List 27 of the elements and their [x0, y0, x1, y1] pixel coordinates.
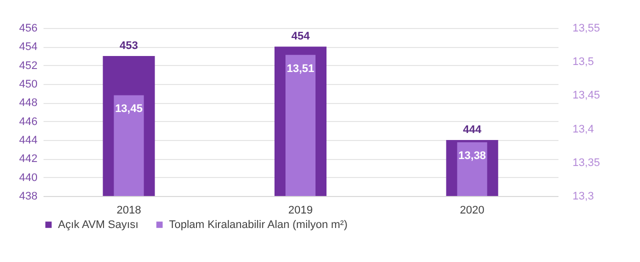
y-tick-label: 446	[19, 116, 38, 128]
x-tick-label: 2019	[288, 204, 313, 216]
data-label: 454	[291, 30, 311, 43]
y2-tick-label: 13,45	[572, 90, 600, 102]
y-tick-label: 452	[19, 60, 38, 72]
y2-tick-label: 13,3	[572, 190, 594, 202]
x-tick-label: 2018	[116, 204, 142, 216]
y-tick-label: 438	[19, 190, 38, 202]
y-tick-label: 444	[19, 134, 38, 146]
y2-tick-label: 13,5	[572, 56, 594, 68]
y2-tick-label: 13,4	[572, 123, 594, 136]
data-label: 13,51	[286, 62, 314, 75]
data-label: 13,45	[115, 103, 143, 116]
y-tick-label: 440	[19, 172, 38, 184]
data-label: 13,38	[458, 150, 486, 162]
y-tick-label: 442	[19, 153, 38, 166]
data-label: 453	[120, 40, 138, 52]
y-tick-label: 456	[19, 22, 38, 34]
x-tick-label: 2020	[460, 204, 484, 216]
y-tick-label: 454	[19, 41, 38, 54]
y-tick-label: 450	[19, 78, 38, 90]
legend-label: Açık AVM Sayısı	[58, 218, 138, 231]
data-label: 444	[462, 124, 482, 136]
y2-tick-label: 13,55	[572, 22, 600, 34]
legend-label: Toplam Kiralanabilir Alan (milyon m²)	[169, 218, 348, 231]
y-tick-label: 448	[19, 97, 38, 110]
y2-tick-label: 13,35	[572, 156, 600, 169]
